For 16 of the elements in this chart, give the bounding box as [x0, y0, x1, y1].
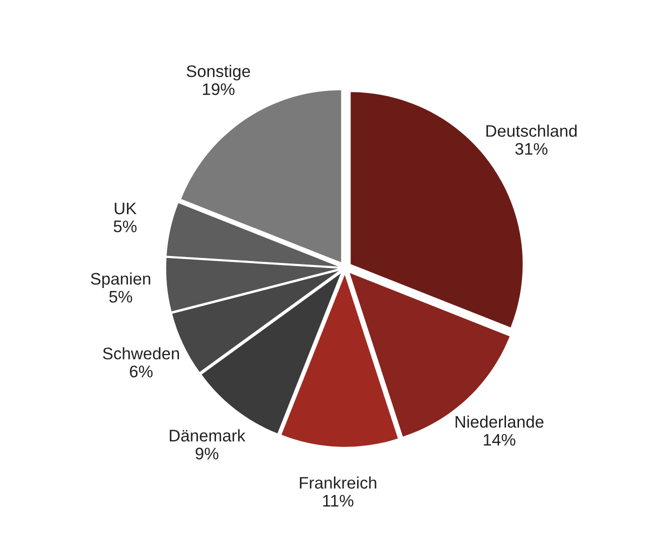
data-label: 5%	[109, 290, 132, 303]
data-label: 11%	[323, 494, 354, 507]
slice-label: Sonstige	[186, 64, 250, 80]
data-label: 19%	[202, 83, 234, 96]
data-label: 14%	[484, 434, 516, 446]
slice-label: Dänemark	[170, 429, 246, 442]
data-label: 5%	[114, 220, 137, 232]
slice-label: Spanien	[90, 272, 150, 288]
slice-label: Schweden	[102, 347, 179, 360]
data-label: 9%	[196, 448, 218, 460]
slice-label: Deutschland	[486, 124, 577, 137]
slice-label: UK	[114, 202, 136, 214]
slice-label: Niederlande	[456, 416, 544, 428]
slice-label: Frankreich	[300, 476, 376, 489]
data-label: 6%	[130, 366, 153, 378]
data-label: 31%	[515, 143, 548, 155]
